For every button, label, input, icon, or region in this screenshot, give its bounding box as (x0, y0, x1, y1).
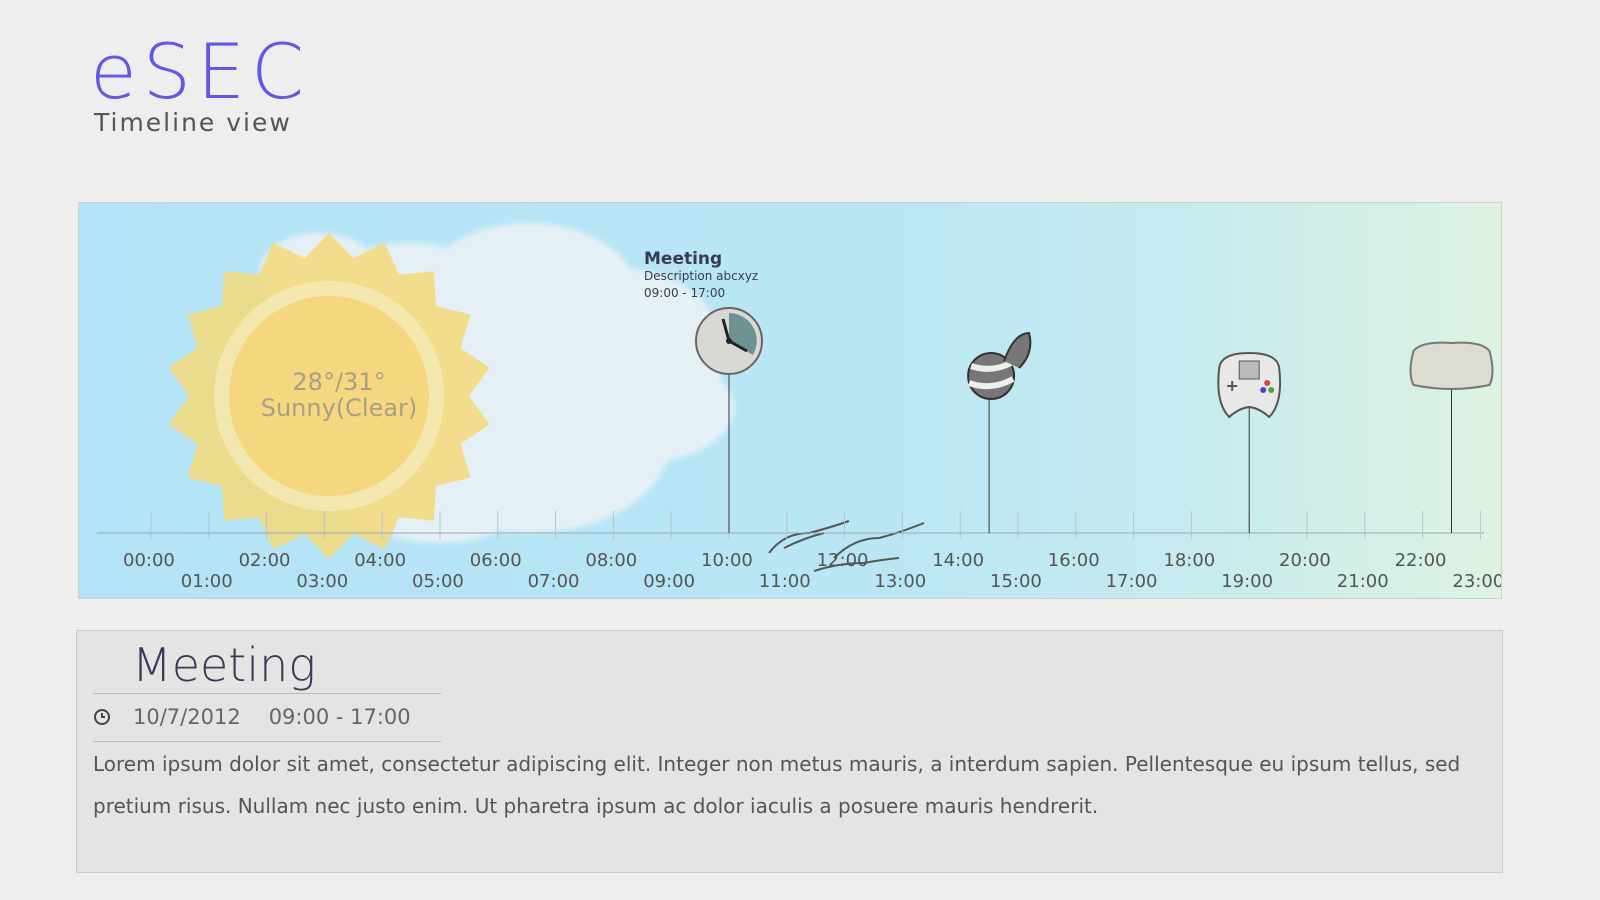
timeline-hour-label: 23:00 (1452, 571, 1501, 592)
timeline-event[interactable] (967, 331, 1032, 533)
timeline-hour-label: 14:00 (932, 550, 984, 571)
timeline-hour-label: 19:00 (1221, 571, 1273, 592)
event-detail-description: Lorem ipsum dolor sit amet, consectetur … (93, 752, 1461, 818)
tooltip-title: Meeting (644, 249, 723, 269)
sun-icon (168, 233, 490, 559)
timeline-event[interactable] (1217, 351, 1282, 533)
timeline-hour-label: 02:00 (239, 550, 291, 571)
timeline-event[interactable] (1409, 341, 1494, 533)
timeline-event[interactable] (695, 307, 763, 533)
timeline-hour-label: 07:00 (528, 571, 580, 592)
event-detail-date: 10/7/2012 (133, 705, 241, 729)
app-title: eSEC (90, 27, 311, 116)
timeline-hour-label: 16:00 (1048, 550, 1100, 571)
timeline-hour-label: 21:00 (1337, 571, 1389, 592)
pillow-icon[interactable] (1409, 341, 1494, 390)
timeline-hour-label: 10:00 (701, 550, 753, 571)
tooltip-time: 09:00 - 17:00 (644, 286, 726, 300)
timeline-hour-label: 22:00 (1395, 550, 1447, 571)
timeline-hour-label: 20:00 (1279, 550, 1331, 571)
app-subtitle: Timeline view (94, 108, 292, 137)
timeline-hour-label: 13:00 (874, 571, 926, 592)
weather-condition: Sunny(Clear) (260, 394, 418, 422)
clock-icon (94, 709, 110, 725)
timeline-hour-label: 01:00 (181, 571, 233, 592)
app-header: eSEC Timeline view (90, 27, 311, 138)
timeline-hour-label: 17:00 (1106, 571, 1158, 592)
event-detail-meta: 10/7/2012 09:00 - 17:00 (93, 705, 411, 729)
event-tooltip: Meeting Description abcxyz 09:00 - 17:00 (644, 249, 758, 302)
music-note-icon[interactable] (967, 331, 1032, 400)
timeline-hour-label: 00:00 (123, 550, 175, 571)
detail-divider (93, 693, 441, 694)
timeline-hour-label: 04:00 (354, 550, 406, 571)
timeline-hour-label: 03:00 (296, 571, 348, 592)
timeline-hour-label: 11:00 (759, 571, 811, 592)
timeline-hour-label: 05:00 (412, 571, 464, 592)
timeline-hour-label: 12:00 (817, 550, 869, 571)
timeline-hour-label: 18:00 (1163, 550, 1215, 571)
timeline-hour-label: 06:00 (470, 550, 522, 571)
timeline-hour-label: 15:00 (990, 571, 1042, 592)
gamepad-icon[interactable] (1217, 351, 1282, 419)
clock-icon[interactable] (695, 307, 763, 375)
event-detail-time: 09:00 - 17:00 (268, 705, 411, 729)
timeline-hour-label: 08:00 (585, 550, 637, 571)
timeline-panel: 28°/31° Sunny(Clear) 00:00 01:00 02:00 03:0… (78, 202, 1502, 599)
weather-backdrop (168, 223, 734, 559)
detail-divider (93, 741, 441, 742)
timeline-events (695, 307, 1494, 533)
event-detail-title: Meeting (132, 638, 316, 692)
event-detail-panel: Meeting 10/7/2012 09:00 - 17:00 Lorem ip… (76, 630, 1503, 873)
timeline-hour-label: 09:00 (643, 571, 695, 592)
weather-temperature: 28°/31° (292, 368, 386, 396)
tooltip-description: Description abcxyz (644, 269, 759, 283)
